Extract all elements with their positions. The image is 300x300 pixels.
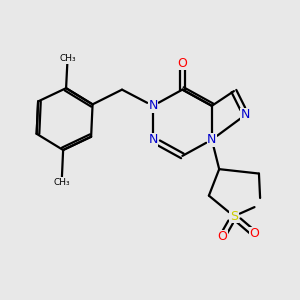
Text: O: O [217,230,227,243]
Text: N: N [207,133,217,146]
Text: N: N [148,133,158,146]
Text: CH₃: CH₃ [59,54,76,63]
Text: N: N [148,99,158,112]
Text: O: O [178,57,187,70]
Text: CH₃: CH₃ [53,178,70,187]
Text: O: O [250,227,260,240]
Text: N: N [241,108,250,121]
Text: S: S [230,210,238,223]
